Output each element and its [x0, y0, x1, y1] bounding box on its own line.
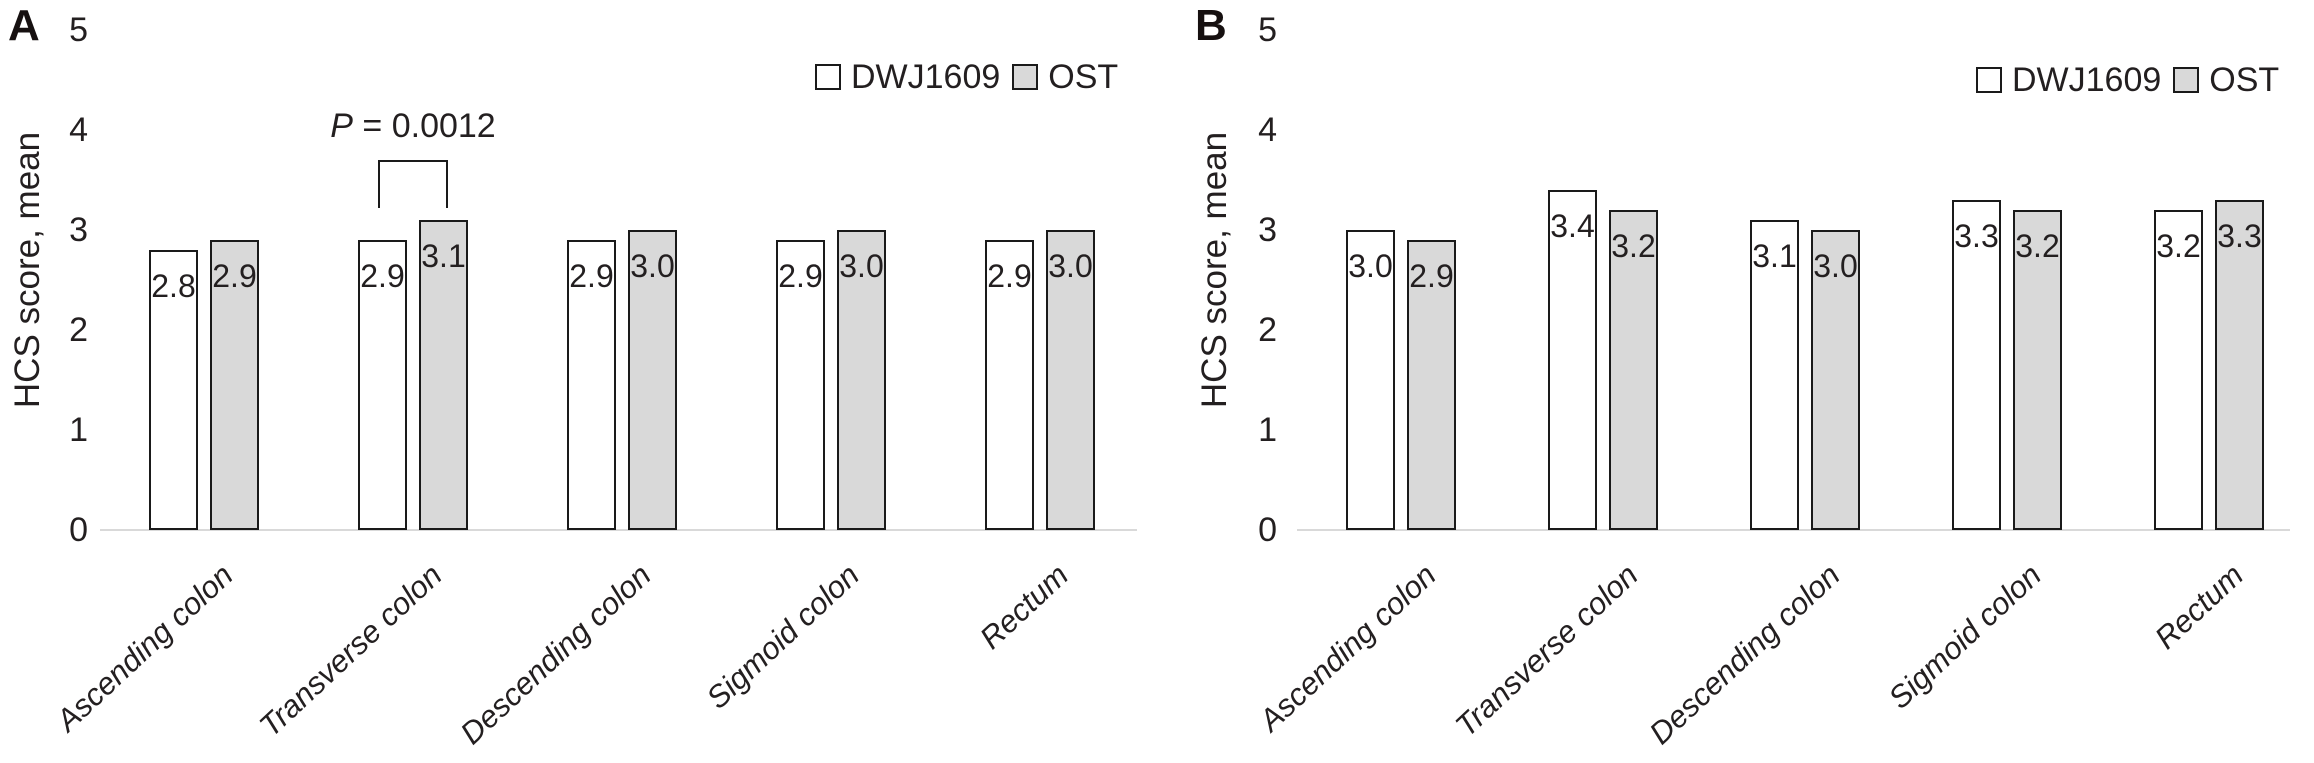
legend-swatch-dwj1609: [815, 64, 841, 90]
bar-value-ost-ascending-colon: 2.9: [1409, 258, 1454, 294]
y-tick-label-0: 0: [69, 511, 88, 549]
bar-dwj1609-transverse-colon: [358, 240, 407, 530]
bar-value-ost-sigmoid-colon: 3.0: [839, 248, 884, 284]
y-tick-label-4: 4: [1258, 111, 1277, 149]
bar-ost-rectum: [2215, 200, 2264, 530]
bar-dwj1609-rectum: [2154, 210, 2203, 530]
panel-letter-a: A: [8, 1, 40, 50]
bar-value-dwj1609-rectum: 3.2: [2156, 228, 2201, 264]
bar-ost-transverse-colon: [419, 220, 468, 530]
category-label-transverse-colon: Transverse colon: [1448, 557, 1645, 744]
legend-label-dwj1609: DWJ1609: [2012, 61, 2162, 99]
legend-item-ost: OST: [1012, 60, 1118, 94]
y-tick-label-5: 5: [69, 11, 88, 49]
bar-dwj1609-ascending-colon: [149, 250, 198, 530]
bar-value-dwj1609-descending-colon: 2.9: [569, 258, 614, 294]
y-axis-title: HCS score, mean: [1195, 131, 1234, 409]
category-label-ascending-colon: Ascending colon: [48, 557, 240, 739]
legend-swatch-ost: [2173, 67, 2200, 93]
bar-value-dwj1609-sigmoid-colon: 2.9: [778, 258, 823, 294]
bar-value-ost-transverse-colon: 3.2: [1611, 228, 1656, 264]
y-tick-label-2: 2: [1258, 311, 1277, 349]
y-tick-label-0: 0: [1258, 511, 1277, 549]
category-label-transverse-colon: Transverse colon: [252, 557, 449, 744]
legend-item-dwj1609: DWJ1609: [815, 60, 1000, 94]
category-label-sigmoid-colon: Sigmoid colon: [699, 557, 867, 716]
y-tick-label-1: 1: [1258, 411, 1277, 449]
bar-ost-descending-colon: [628, 230, 677, 530]
p-value-symbol: P: [330, 107, 353, 145]
bar-value-dwj1609-sigmoid-colon: 3.3: [1954, 218, 1999, 254]
bar-value-dwj1609-ascending-colon: 2.8: [151, 268, 196, 304]
bar-dwj1609-sigmoid-colon: [776, 240, 825, 530]
category-label-rectum: Rectum: [2148, 557, 2251, 656]
legend-item-dwj1609: DWJ1609: [1976, 63, 2161, 97]
bar-value-dwj1609-rectum: 2.9: [987, 258, 1032, 294]
chart-panel-b: B HCS score, mean 0 1 2 3 4 5 DWJ1609 OST 3.0 2.9 As…: [1157, 0, 2314, 763]
bar-dwj1609-rectum: [985, 240, 1034, 530]
bar-value-dwj1609-descending-colon: 3.1: [1752, 238, 1797, 274]
legend: DWJ1609 OST: [815, 60, 1118, 94]
bar-value-ost-rectum: 3.0: [1048, 248, 1093, 284]
bar-ost-ascending-colon: [1407, 240, 1456, 530]
significance-bracket: [378, 160, 448, 208]
bar-ost-rectum: [1046, 230, 1095, 530]
legend-label-ost: OST: [2209, 61, 2280, 99]
bar-dwj1609-ascending-colon: [1346, 230, 1395, 530]
y-tick-label-1: 1: [69, 411, 88, 449]
y-tick-label-2: 2: [69, 311, 88, 349]
x-axis-line: [100, 529, 1137, 531]
y-tick-label-5: 5: [1258, 11, 1277, 49]
bar-value-ost-transverse-colon: 3.1: [421, 238, 466, 274]
bar-dwj1609-sigmoid-colon: [1952, 200, 2001, 530]
category-label-ascending-colon: Ascending colon: [1251, 557, 1443, 739]
bar-ost-ascending-colon: [210, 240, 259, 530]
legend-swatch-ost: [1012, 64, 1039, 90]
legend-label-ost: OST: [1048, 58, 1119, 96]
bar-value-ost-rectum: 3.3: [2217, 218, 2262, 254]
legend-item-ost: OST: [2173, 63, 2279, 97]
y-axis-title: HCS score, mean: [8, 131, 47, 409]
bar-ost-transverse-colon: [1609, 210, 1658, 530]
bar-dwj1609-transverse-colon: [1548, 190, 1597, 530]
bar-value-dwj1609-transverse-colon: 3.4: [1550, 208, 1595, 244]
bar-ost-sigmoid-colon: [837, 230, 886, 530]
bar-ost-descending-colon: [1811, 230, 1860, 530]
bar-value-ost-descending-colon: 3.0: [630, 248, 675, 284]
p-value-annotation: P = 0.0012: [330, 106, 495, 146]
category-label-descending-colon: Descending colon: [1642, 557, 1847, 751]
bar-dwj1609-descending-colon: [567, 240, 616, 530]
legend: DWJ1609 OST: [1976, 63, 2279, 97]
y-tick-label-3: 3: [1258, 211, 1277, 249]
legend-label-dwj1609: DWJ1609: [851, 58, 1001, 96]
bar-dwj1609-descending-colon: [1750, 220, 1799, 530]
bar-value-ost-ascending-colon: 2.9: [212, 258, 257, 294]
chart-panel-a: A HCS score, mean 0 1 2 3 4 5 DWJ1609 OST 2.8 2.9 As…: [8, 1, 1137, 751]
bar-value-dwj1609-transverse-colon: 2.9: [360, 258, 405, 294]
p-value-number: = 0.0012: [352, 107, 496, 145]
category-label-sigmoid-colon: Sigmoid colon: [1881, 557, 2049, 716]
x-axis-line: [1297, 529, 2290, 531]
category-label-rectum: Rectum: [973, 557, 1076, 656]
bar-value-ost-descending-colon: 3.0: [1813, 248, 1858, 284]
category-label-descending-colon: Descending colon: [453, 557, 658, 751]
bar-value-ost-sigmoid-colon: 3.2: [2015, 228, 2060, 264]
panel-letter-b: B: [1195, 1, 1227, 50]
y-tick-label-4: 4: [69, 111, 88, 149]
y-tick-label-3: 3: [69, 211, 88, 249]
legend-swatch-dwj1609: [1976, 67, 2002, 93]
bar-value-dwj1609-ascending-colon: 3.0: [1348, 248, 1393, 284]
bar-ost-sigmoid-colon: [2013, 210, 2062, 530]
